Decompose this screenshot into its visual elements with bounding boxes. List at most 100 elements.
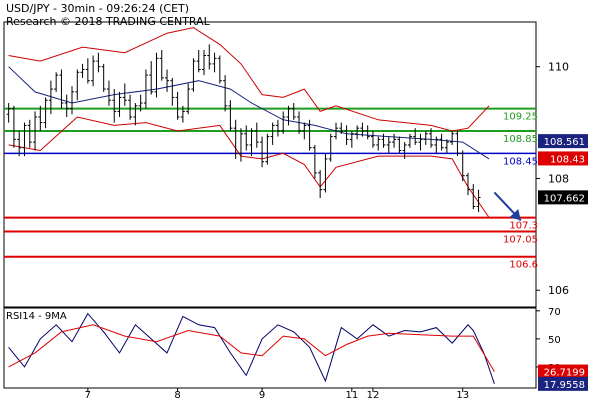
price-ytick-label-2: 110 (548, 61, 569, 74)
candle-79 (423, 130, 428, 145)
candle-60 (323, 153, 328, 193)
candle-9 (54, 72, 59, 92)
xtick-label-2: 9 (259, 390, 265, 400)
xtick-label-3: 11 (345, 390, 358, 400)
current-price-tag-text: 107.662 (544, 193, 585, 204)
price-tag-0-text: 108.561 (544, 137, 585, 148)
price-ytick-label-0: 106 (548, 284, 569, 297)
candle-5 (33, 111, 38, 151)
candle-80 (429, 128, 434, 148)
xtick-label-1: 8 (174, 390, 180, 400)
candle-4 (27, 119, 32, 148)
candle-67 (360, 122, 365, 137)
candle-71 (381, 133, 386, 148)
price-ytick-label-1: 108 (548, 172, 569, 185)
candle-88 (471, 184, 476, 210)
chart-credit: Research © 2018 TRADING CENTRAL (6, 15, 211, 28)
rsi-panel-title: RSI14 - 9MA (6, 311, 67, 322)
candle-23 (128, 94, 133, 120)
candle-13 (75, 69, 80, 101)
candle-52 (281, 111, 286, 134)
forecast-arrow-head (509, 208, 521, 221)
candle-17 (96, 52, 101, 73)
price-panel-frame (3, 21, 537, 308)
candle-59 (318, 170, 323, 199)
rsi-series-1 (8, 324, 495, 372)
candle-86 (460, 150, 465, 182)
candle-30 (165, 69, 170, 92)
candle-18 (101, 63, 106, 92)
candle-75 (402, 142, 407, 159)
candle-81 (434, 136, 439, 154)
candle-58 (312, 144, 317, 179)
candle-21 (117, 91, 122, 117)
candle-25 (138, 94, 143, 112)
level-label-1: 108.85 (503, 134, 538, 145)
candle-32 (175, 91, 180, 120)
candle-48 (260, 136, 265, 168)
candle-54 (291, 103, 296, 120)
candle-64 (344, 125, 349, 145)
forecast-arrow-layer (493, 191, 522, 222)
xtick-label-5: 13 (456, 390, 469, 400)
candle-53 (286, 105, 291, 126)
rsi-ma-tag-bg (538, 364, 588, 379)
candle-28 (154, 52, 159, 98)
candle-12 (70, 86, 74, 115)
rsi-value-tag-bg (538, 376, 588, 391)
candle-89 (476, 189, 481, 212)
candle-14 (80, 63, 85, 78)
candle-45 (244, 125, 249, 151)
candle-37 (202, 49, 206, 76)
candle-19 (106, 80, 111, 106)
price-tag-0-bg (538, 134, 588, 149)
rsi-value-tag-text: 17.9558 (544, 380, 585, 391)
candle-8 (48, 80, 53, 115)
bollinger-upper-line (8, 27, 490, 132)
moving-average-layer (8, 66, 490, 160)
level-label-5: 106.6 (509, 260, 538, 271)
candle-43 (233, 119, 238, 159)
candle-20 (112, 89, 117, 123)
candle-82 (439, 133, 444, 151)
bollinger-lower-line (8, 116, 490, 218)
candle-22 (122, 83, 127, 106)
chart-title: USD/JPY - 30min - 09:26:24 (CET) (6, 2, 189, 15)
candle-3 (22, 122, 27, 157)
price-tag-1-bg (538, 151, 588, 166)
candle-74 (397, 136, 402, 154)
candle-16 (91, 55, 96, 87)
rsi-ytick-label-1: 50 (548, 335, 561, 346)
candle-41 (223, 75, 228, 112)
current-price-tag-bg (538, 190, 588, 205)
candle-83 (444, 139, 449, 154)
candle-35 (191, 58, 196, 92)
candle-33 (180, 105, 185, 123)
candle-36 (196, 49, 201, 73)
candle-10 (59, 69, 64, 109)
level-label-4: 107.05 (503, 235, 538, 246)
candle-70 (376, 136, 381, 151)
candle-2 (17, 130, 22, 157)
candle-50 (270, 122, 275, 145)
xtick-label-0: 7 (85, 390, 91, 400)
candle-73 (392, 133, 397, 148)
axes-layer: 106108110305070789111213 (85, 61, 569, 400)
candle-51 (275, 119, 280, 137)
candle-31 (170, 77, 175, 106)
candle-78 (418, 133, 423, 151)
candle-61 (328, 133, 333, 162)
level-label-2: 108.45 (503, 156, 538, 167)
candle-87 (466, 172, 470, 196)
candle-6 (38, 105, 43, 131)
rsi-ytick-label-2: 70 (548, 307, 561, 318)
candle-49 (265, 133, 270, 165)
moving-average-line (8, 66, 490, 160)
candle-72 (386, 136, 391, 154)
level-label-3: 107.3 (509, 221, 538, 232)
candle-69 (370, 130, 375, 148)
candle-27 (149, 61, 154, 95)
rsi-panel-frame (3, 307, 537, 389)
candle-11 (64, 94, 69, 117)
